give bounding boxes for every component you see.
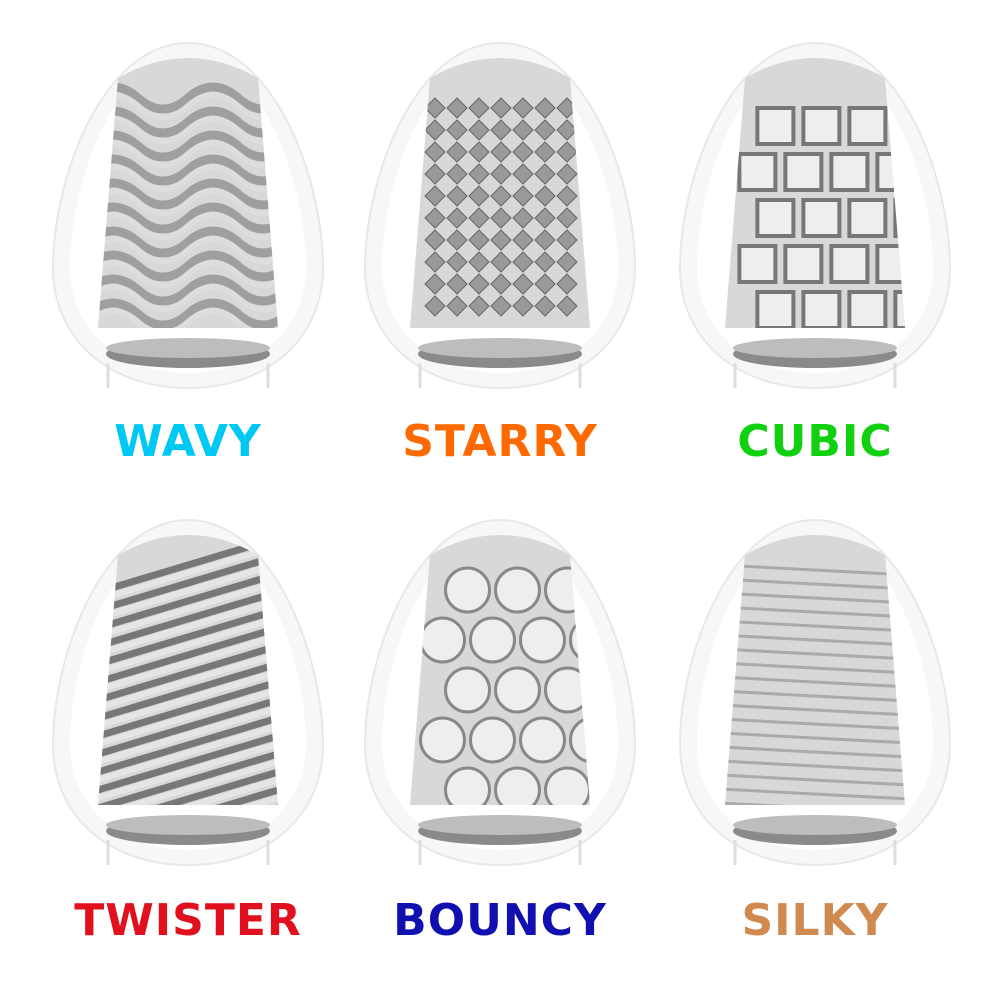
egg-image-cubic: [678, 41, 952, 390]
product-label-bouncy: BOUNCY: [393, 895, 607, 946]
product-label-silky: SILKY: [741, 895, 889, 946]
product-label-twister: TWISTER: [74, 895, 302, 946]
egg-image-wavy: [51, 41, 325, 390]
product-label-starry: STARRY: [402, 416, 598, 467]
product-label-cubic: CUBIC: [737, 416, 893, 467]
product-label-wavy: WAVY: [114, 416, 262, 467]
egg-image-starry: [363, 41, 637, 390]
egg-image-twister: [51, 518, 325, 867]
egg-image-silky: [678, 518, 952, 867]
egg-image-bouncy: [363, 518, 637, 867]
